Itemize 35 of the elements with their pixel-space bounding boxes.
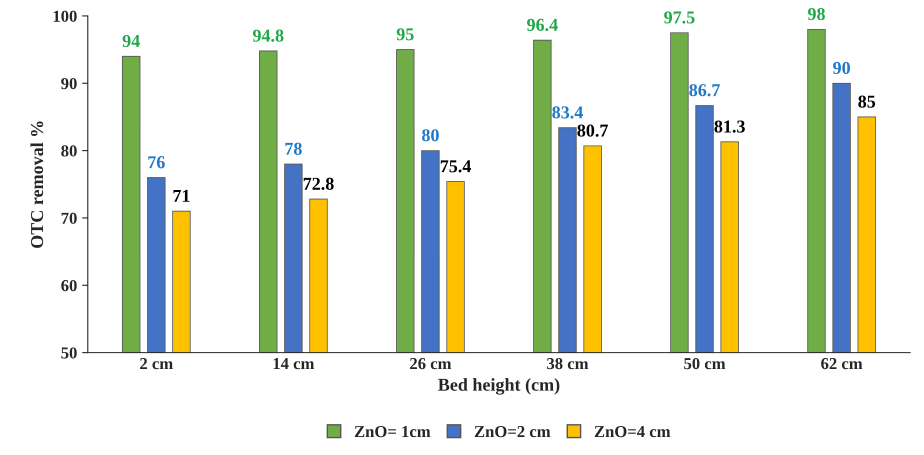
x-tick-label: 38 cm: [547, 358, 588, 370]
legend-label: ZnO= 1cm: [354, 426, 430, 438]
data-label: 80: [422, 129, 439, 142]
data-label: 80.7: [577, 124, 608, 137]
y-tick-label: 100: [54, 10, 77, 22]
x-tick-label: 50 cm: [684, 358, 726, 370]
data-label: 96.4: [527, 18, 558, 32]
y-tick-label: 60: [61, 280, 77, 292]
data-label: 94: [122, 34, 140, 48]
data-label: 76: [148, 156, 165, 168]
legend-label: ZnO=2 cm: [474, 426, 550, 438]
y-tick-label: 50: [61, 347, 77, 359]
y-tick-label: 80: [61, 145, 77, 157]
x-tick-label: 26 cm: [410, 358, 452, 370]
x-tick-label: 2 cm: [140, 358, 173, 370]
x-axis-title: Bed height (cm): [438, 378, 560, 395]
x-tick-label: 14 cm: [274, 358, 314, 370]
data-label: 90: [833, 62, 850, 74]
data-label: 86.7: [689, 84, 720, 96]
data-label: 85: [858, 96, 876, 108]
legend-label: ZnO=4 cm: [594, 426, 670, 438]
data-label: 71: [173, 190, 190, 202]
data-label: 75.4: [440, 160, 472, 172]
data-label: 95: [396, 28, 414, 40]
y-axis-title: OTC removal %: [30, 121, 44, 248]
data-label: 98: [808, 8, 825, 20]
data-label: 97.5: [664, 11, 695, 24]
data-label: 72.8: [304, 178, 334, 190]
data-label: 94.8: [252, 30, 284, 42]
y-tick-label: 90: [61, 78, 77, 90]
data-label: 81.3: [714, 120, 745, 133]
y-tick-label: 70: [62, 212, 77, 224]
data-label: 78: [285, 142, 302, 155]
data-label: 83.4: [552, 106, 583, 119]
x-tick-label: 62 cm: [821, 358, 862, 370]
